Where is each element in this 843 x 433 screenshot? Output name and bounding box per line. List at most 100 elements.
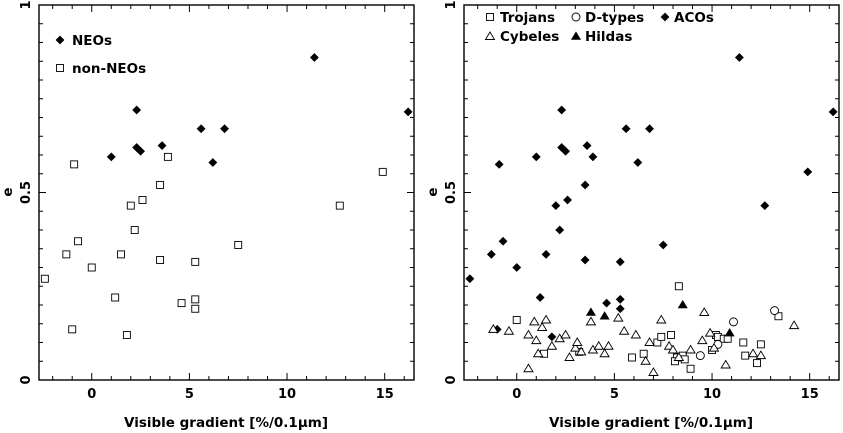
right-point-cybeles: [640, 355, 651, 365]
right-point-cybeles: [488, 324, 499, 333]
left-point-non-neos: [163, 152, 172, 161]
right-point-cybeles: [648, 367, 659, 376]
legend-marker-acos-icon: [660, 12, 670, 22]
left-point-non-neos: [177, 299, 186, 308]
legend-label-non-neos: non-NEOs: [72, 61, 146, 77]
legend-marker-trojans-icon: [486, 13, 494, 21]
right-point-d-types: [729, 317, 738, 327]
right-y-tick-label: 1: [444, 0, 459, 9]
right-point-trojans: [670, 357, 679, 366]
legend-label-acos: ACOs: [674, 10, 714, 26]
left-x-tick-label: 15: [376, 387, 394, 402]
right-point-acos: [760, 201, 770, 211]
right-point-cybeles: [630, 329, 642, 339]
right-point-trojans: [686, 364, 695, 373]
left-point-neos: [403, 107, 413, 117]
left-point-non-neos: [70, 160, 79, 169]
right-point-acos: [602, 298, 612, 308]
left-point-neos: [136, 146, 145, 156]
right-point-hildas: [599, 311, 610, 320]
left-panel: 0 5 10 15 0 0.5 1 Visible gradient [%/0.1μm] e…: [0, 0, 415, 431]
legend-label-d-types: D-types: [585, 10, 644, 26]
right-point-cybeles: [599, 348, 610, 358]
right-point-cybeles: [532, 348, 544, 358]
right-point-cybeles: [585, 316, 597, 326]
right-point-cybeles: [603, 340, 614, 350]
right-point-acos: [512, 263, 522, 272]
right-legend: Trojans D-types ACOs Cybeles Hildas: [484, 10, 714, 45]
right-point-acos: [547, 332, 557, 342]
right-point-cybeles: [704, 327, 716, 337]
left-point-non-neos: [122, 331, 131, 339]
left-data-marks: [40, 53, 413, 339]
right-point-acos: [580, 180, 590, 190]
right-y-tick-label: 0.5: [444, 181, 459, 204]
left-point-non-neos: [156, 256, 165, 264]
right-point-acos: [615, 304, 625, 314]
legend-label-cybeles: Cybeles: [500, 29, 559, 45]
right-point-cybeles: [696, 335, 708, 345]
left-x-tick-label: 0: [87, 387, 96, 402]
legend-label-hildas: Hildas: [585, 29, 632, 45]
right-x-tick-label: 15: [801, 387, 819, 402]
right-point-acos: [615, 294, 625, 304]
right-x-tick-label: 0: [512, 387, 521, 402]
right-point-hildas: [724, 328, 735, 337]
right-point-cybeles: [560, 329, 571, 339]
left-tick-labels: 0 5 10 15 0 0.5 1: [19, 0, 394, 402]
legend-marker-cybeles-icon: [484, 31, 496, 40]
left-ticks: [39, 4, 414, 381]
right-panel: 0 5 10 15 0 0.5 1 Visible gradient [%/0.1μm] e…: [425, 0, 840, 431]
right-point-trojans: [667, 331, 675, 339]
right-point-acos: [658, 240, 668, 250]
right-point-trojans: [741, 351, 750, 360]
right-point-trojans: [657, 332, 666, 341]
right-data-marks: [465, 53, 838, 376]
left-point-neos: [208, 158, 218, 167]
right-point-cybeles: [644, 337, 655, 346]
right-point-cybeles: [618, 325, 630, 335]
legend-marker-d-types-icon: [571, 12, 581, 22]
left-legend: NEOs non-NEOs: [55, 33, 146, 77]
left-point-non-neos: [130, 226, 139, 234]
left-x-axis-label: Visible gradient [%/0.1μm]: [124, 415, 328, 431]
left-y-tick-label: 1: [19, 0, 34, 9]
right-point-d-types: [695, 351, 705, 361]
left-point-non-neos: [126, 201, 135, 210]
left-y-axis-label: e: [0, 187, 16, 196]
left-point-non-neos: [87, 263, 96, 272]
right-point-cybeles: [523, 363, 534, 373]
right-point-acos: [828, 107, 838, 117]
left-point-non-neos: [335, 201, 344, 210]
right-point-cybeles: [564, 352, 575, 361]
right-point-acos: [734, 53, 744, 62]
right-point-cybeles: [663, 340, 675, 350]
right-point-cybeles: [667, 344, 679, 354]
left-point-neos: [220, 124, 229, 134]
right-x-axis-label: Visible gradient [%/0.1μm]: [549, 415, 753, 431]
right-point-cybeles: [503, 325, 515, 335]
right-point-trojans: [639, 349, 648, 358]
right-point-trojans: [512, 316, 521, 324]
legend-label-trojans: Trojans: [500, 10, 555, 26]
right-point-cybeles: [529, 316, 540, 326]
right-point-cybeles: [575, 346, 587, 356]
left-point-neos: [309, 53, 319, 62]
right-point-cybeles: [523, 329, 534, 339]
left-point-non-neos: [117, 250, 125, 259]
right-point-acos: [557, 105, 567, 115]
right-point-acos: [531, 152, 541, 162]
right-y-axis-label: e: [425, 187, 441, 196]
left-x-tick-label: 10: [278, 387, 296, 402]
right-point-cybeles: [755, 350, 767, 360]
right-point-acos: [486, 249, 496, 259]
left-point-non-neos: [68, 325, 77, 334]
left-point-neos: [196, 124, 206, 134]
right-point-acos: [580, 255, 590, 265]
left-point-non-neos: [74, 237, 83, 246]
right-point-cybeles: [747, 348, 759, 358]
left-point-non-neos: [156, 181, 165, 189]
right-point-hildas: [677, 299, 688, 309]
legend-label-neos: NEOs: [72, 33, 112, 49]
